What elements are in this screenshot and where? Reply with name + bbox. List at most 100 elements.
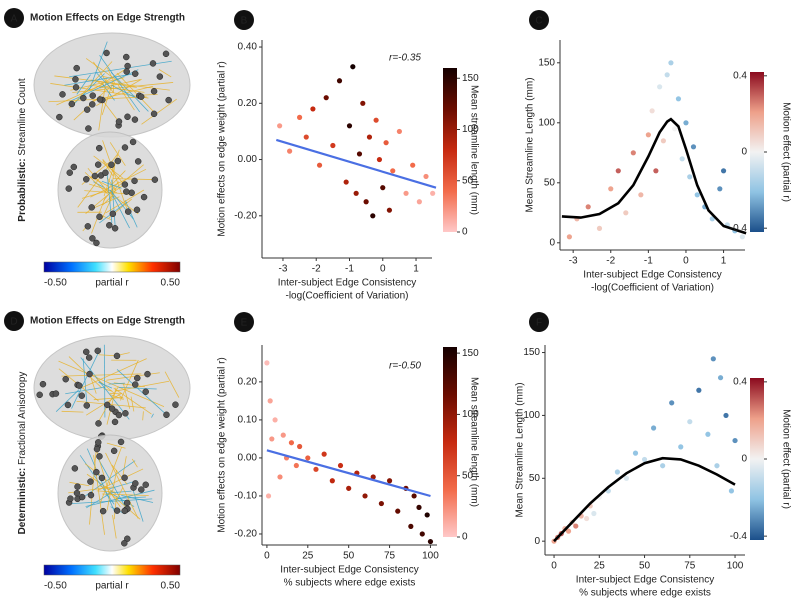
colorbar-label: 0.50 bbox=[161, 581, 181, 592]
point bbox=[694, 192, 700, 198]
point bbox=[614, 469, 620, 475]
brain-edge bbox=[100, 447, 122, 503]
colorbar-tick-label: 0 bbox=[741, 454, 747, 465]
brain-node bbox=[111, 225, 119, 232]
point bbox=[672, 126, 678, 132]
point bbox=[277, 474, 283, 480]
brain-edge bbox=[107, 490, 141, 520]
brain-node bbox=[131, 381, 139, 388]
brain-node bbox=[85, 354, 93, 361]
brain-edge bbox=[55, 389, 80, 412]
panel-letter: A bbox=[11, 14, 18, 25]
y-tick-label: 0.20 bbox=[238, 377, 258, 388]
point bbox=[386, 207, 393, 213]
colorbar-label: partial r bbox=[95, 278, 129, 289]
point bbox=[638, 192, 644, 198]
point bbox=[395, 508, 401, 514]
x-tick-label: 75 bbox=[684, 561, 696, 572]
brain-edge bbox=[102, 140, 129, 214]
point bbox=[280, 432, 286, 438]
brain-edge bbox=[107, 480, 138, 490]
brain-node bbox=[102, 169, 109, 177]
brain-node bbox=[134, 374, 141, 382]
point bbox=[678, 444, 684, 450]
brain-edge bbox=[123, 383, 131, 409]
brain-node bbox=[96, 96, 104, 103]
point bbox=[585, 204, 591, 210]
brain-edge bbox=[106, 492, 111, 511]
brain-edge bbox=[111, 464, 128, 485]
brain-node bbox=[113, 507, 121, 514]
point bbox=[423, 173, 429, 180]
x-tick-label: 100 bbox=[422, 551, 439, 562]
colorbar-label: Mean streamline length (mm) bbox=[468, 85, 479, 215]
point bbox=[717, 186, 723, 192]
brain-node bbox=[121, 144, 129, 151]
y-axis-label: Mean Streamline Length (mm) bbox=[525, 77, 536, 212]
x-axis-label: Inter-subject Edge Consistency bbox=[278, 278, 416, 289]
point bbox=[362, 493, 368, 499]
x-tick-label: 0 bbox=[551, 561, 557, 572]
colorbar-label: 0.50 bbox=[161, 278, 181, 289]
point bbox=[669, 400, 675, 406]
y-tick-label: 150 bbox=[538, 57, 555, 68]
point bbox=[297, 443, 303, 450]
colorbar-tick-label: 150 bbox=[462, 348, 479, 359]
panel-title: Motion Effects on Edge Strength bbox=[30, 13, 185, 24]
brain-node bbox=[91, 172, 99, 180]
colorbar-tick-label: 0.4 bbox=[733, 376, 747, 387]
row-method: Probabilistic: bbox=[17, 158, 28, 221]
brain-node bbox=[103, 49, 110, 57]
brain-node bbox=[124, 62, 131, 70]
colorbar-label: Mean streamline length (mm) bbox=[468, 377, 479, 507]
brain-node bbox=[123, 499, 131, 507]
point bbox=[723, 412, 729, 419]
point bbox=[608, 186, 614, 192]
point bbox=[416, 504, 422, 510]
brain-node bbox=[172, 401, 179, 408]
point bbox=[350, 64, 356, 70]
brain-node bbox=[36, 391, 43, 399]
brain-node bbox=[123, 188, 130, 195]
brain-edge bbox=[111, 84, 135, 98]
x-tick-label: 75 bbox=[384, 551, 396, 562]
brain-edge bbox=[85, 164, 144, 214]
point bbox=[596, 225, 603, 231]
point bbox=[346, 123, 353, 129]
brain-node bbox=[108, 405, 116, 412]
brain-edge bbox=[82, 358, 88, 410]
brain-node bbox=[129, 138, 137, 146]
brain-edge bbox=[89, 41, 108, 90]
point bbox=[303, 134, 309, 140]
colorbar bbox=[750, 72, 764, 232]
row-measure: Streamline Count bbox=[17, 78, 28, 158]
x-tick-label: -2 bbox=[312, 264, 321, 275]
brain-edge bbox=[76, 74, 91, 95]
brain-node bbox=[83, 402, 91, 409]
brain-node bbox=[72, 84, 80, 91]
brain-node bbox=[64, 401, 72, 409]
panel-badge bbox=[529, 312, 549, 332]
colorbar-label: Motion effect (partial r) bbox=[780, 409, 791, 509]
colorbar-tick-label: 0 bbox=[741, 147, 747, 158]
point bbox=[714, 463, 720, 469]
brain-edge bbox=[111, 179, 116, 226]
brain-edge bbox=[71, 498, 153, 505]
y-tick-label: 50 bbox=[529, 473, 541, 484]
brain-node bbox=[82, 348, 90, 356]
brain-node bbox=[109, 210, 117, 218]
brain-edge bbox=[103, 149, 120, 197]
brain-node bbox=[131, 70, 139, 77]
colorbar bbox=[443, 347, 457, 537]
brain-node bbox=[99, 507, 107, 515]
point bbox=[363, 199, 369, 205]
brain-edge bbox=[116, 496, 146, 499]
brain-node bbox=[138, 486, 145, 493]
brain-node bbox=[140, 193, 148, 201]
x-axis-sublabel: % subjects where edge exists bbox=[284, 578, 416, 589]
brain-edge bbox=[106, 177, 117, 191]
brain-node bbox=[89, 235, 96, 242]
point bbox=[343, 179, 349, 185]
point bbox=[383, 140, 389, 146]
